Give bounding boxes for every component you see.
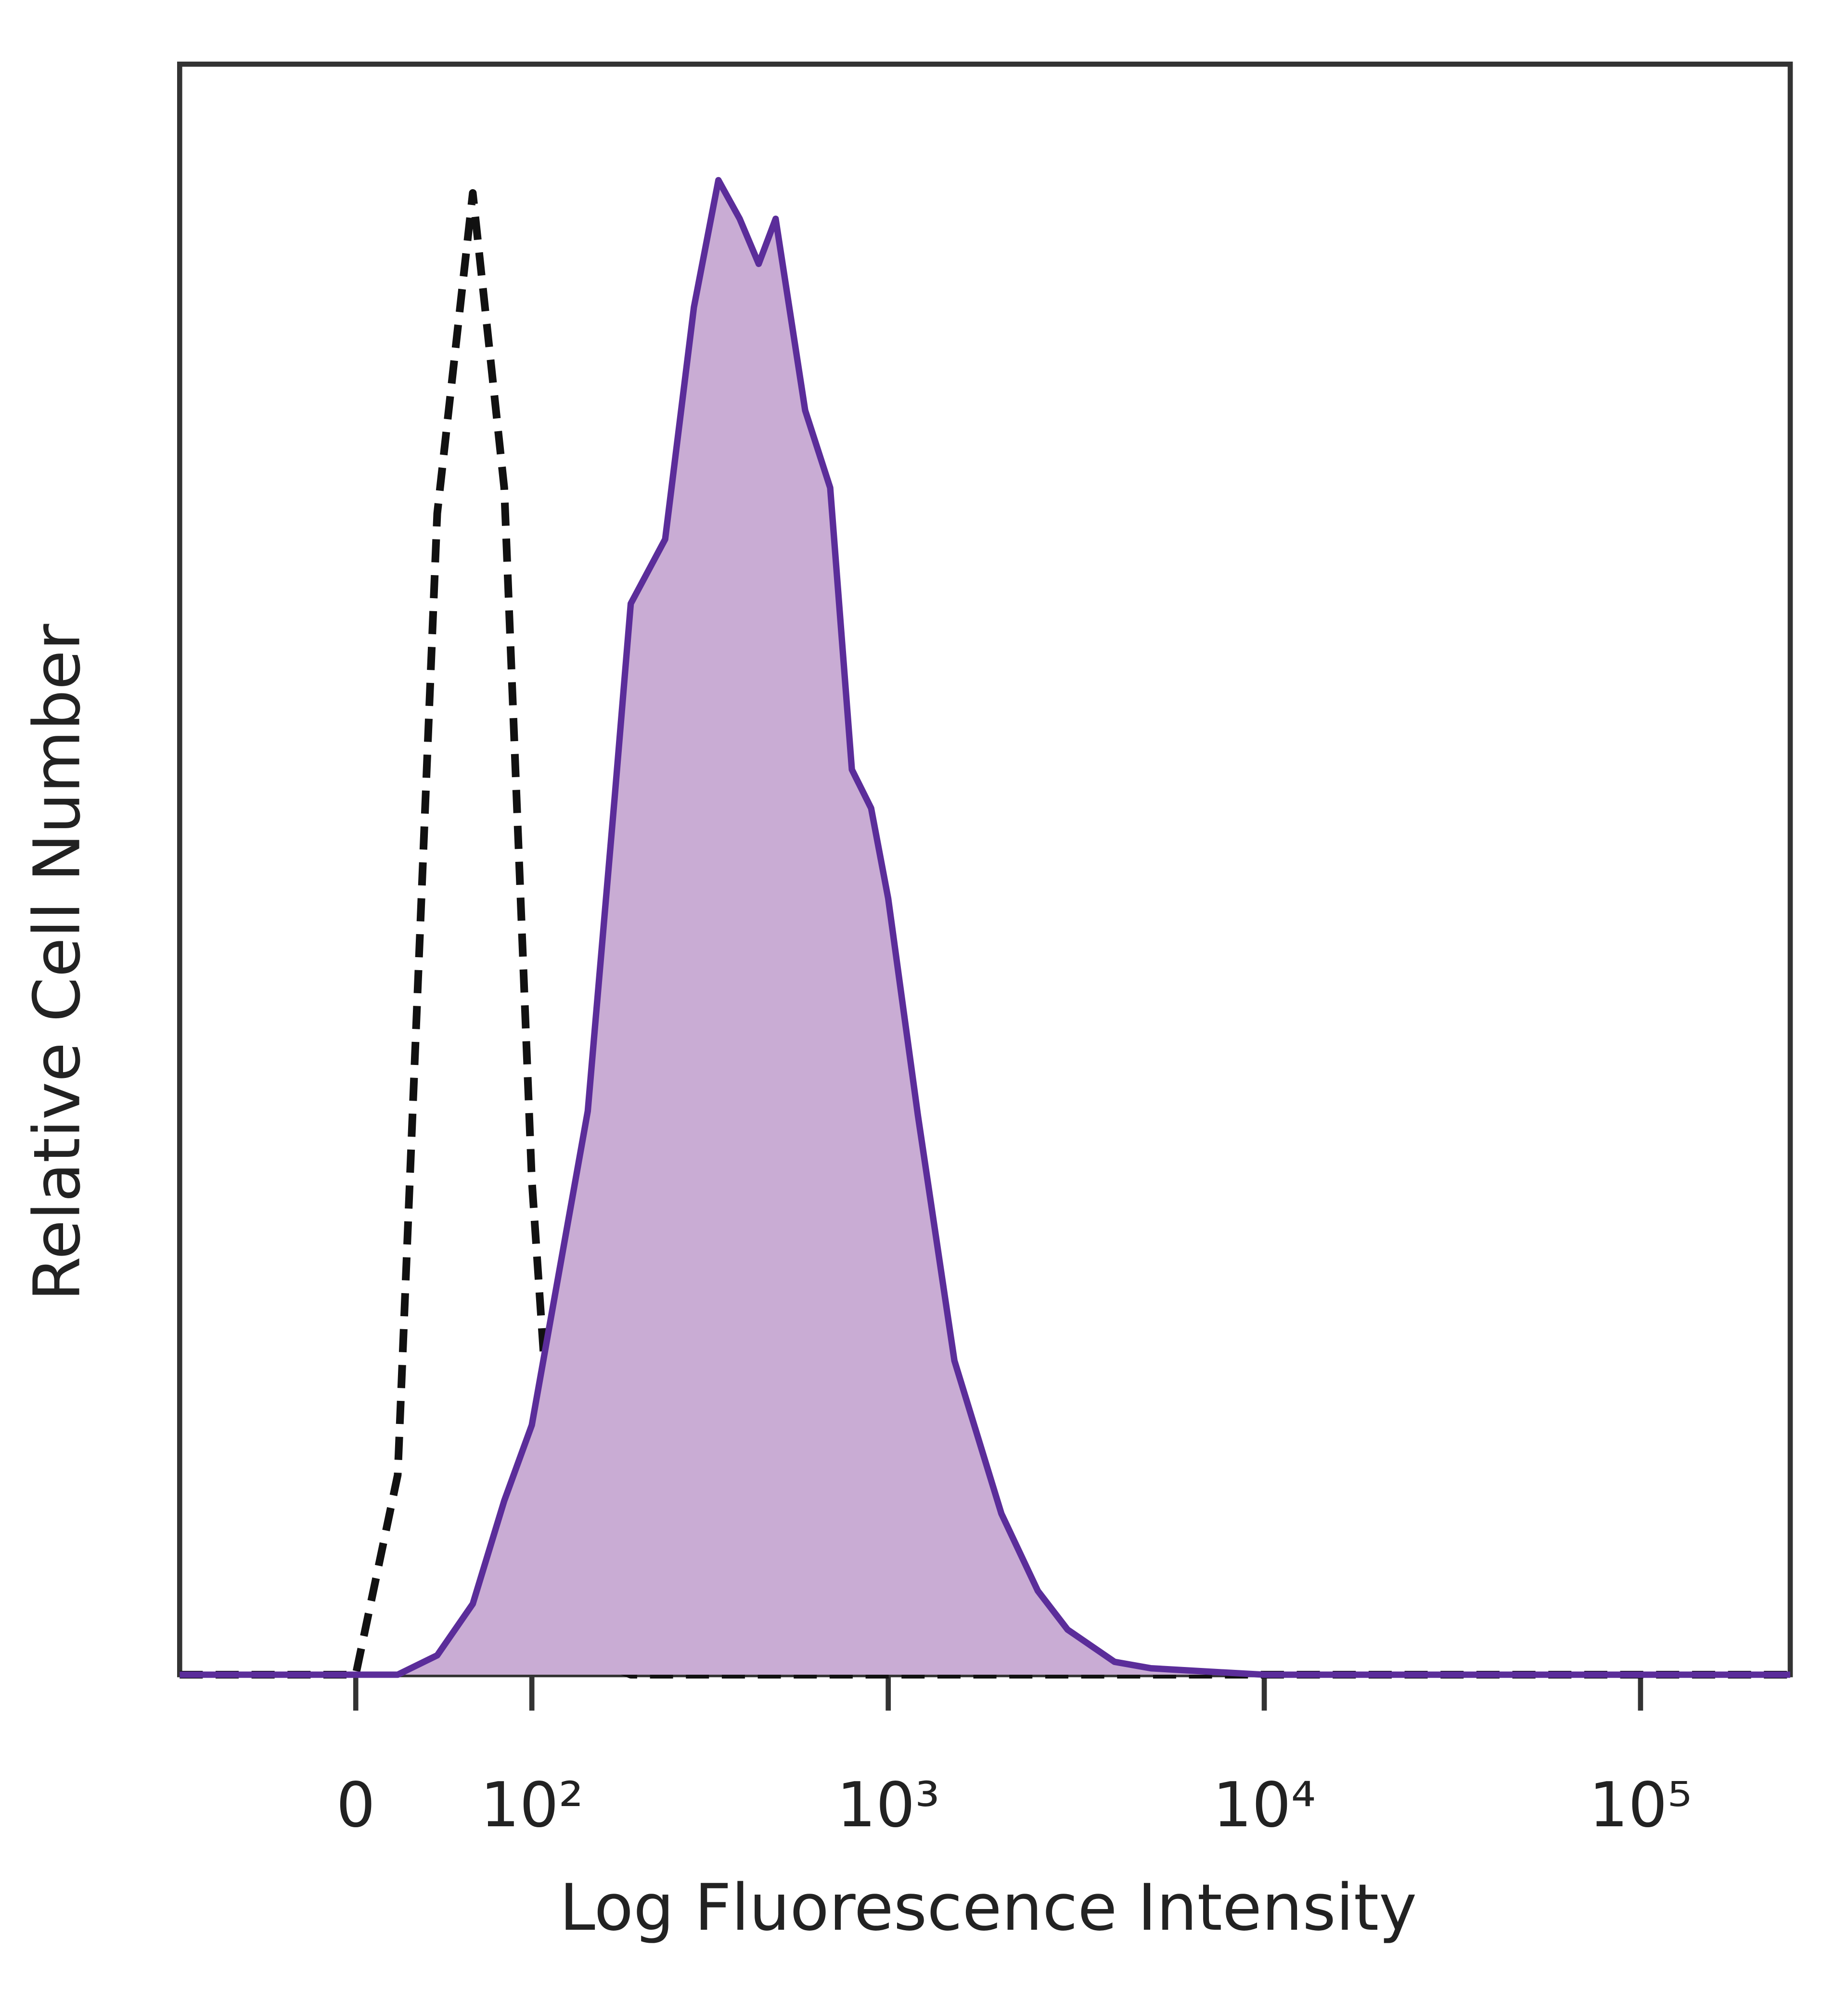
- x-tick-label: 10³: [837, 1769, 940, 1841]
- x-tick-label: 10²: [480, 1769, 583, 1841]
- x-axis-label: Log Fluorescence Intensity: [560, 1871, 1417, 1945]
- series-line: [180, 177, 1790, 1678]
- series-area: [180, 180, 1791, 1675]
- y-axis-label: Relative Cell Number: [20, 624, 95, 1301]
- x-tick-label: 0: [336, 1769, 375, 1841]
- x-tick-label: 10⁴: [1213, 1769, 1316, 1841]
- x-tick-label: 10⁵: [1589, 1769, 1692, 1841]
